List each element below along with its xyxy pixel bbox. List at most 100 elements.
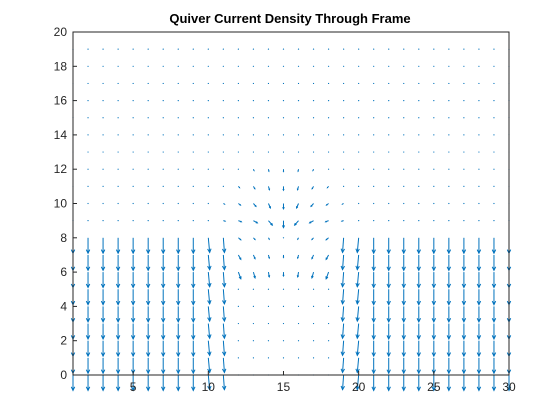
quiver-arrow [297, 100, 300, 102]
quiver-arrow-dot [192, 168, 194, 170]
quiver-arrow [237, 340, 239, 342]
quiver-arrow [177, 117, 179, 119]
quiver-arrow-dot [132, 48, 134, 50]
quiver-arrow-dot [177, 48, 179, 50]
quiver-arrow-dot [222, 185, 224, 187]
quiver-arrow-dot [147, 220, 149, 222]
quiver-arrow-shaft [356, 272, 360, 287]
quiver-arrow-dot [478, 168, 480, 170]
quiver-arrow [192, 168, 194, 170]
quiver-arrow [401, 272, 406, 289]
quiver-arrow-dot [493, 65, 495, 67]
quiver-arrow-dot [252, 357, 255, 359]
quiver-arrow-head [191, 249, 196, 255]
quiver-arrow [418, 65, 420, 67]
quiver-arrow [297, 305, 300, 307]
quiver-arrow [85, 237, 91, 255]
quiver-arrow-dot [177, 168, 179, 170]
quiver-arrow-dot [297, 82, 300, 85]
quiver-arrow-head [340, 300, 345, 306]
quiver-arrow [145, 289, 151, 306]
y-tick-label: 2 [60, 334, 67, 348]
quiver-arrow [176, 272, 181, 289]
quiver-arrow [282, 203, 285, 211]
quiver-arrow-head [416, 266, 421, 272]
quiver-arrow [162, 117, 164, 119]
quiver-arrow [297, 322, 300, 325]
quiver-arrow-shaft [222, 254, 225, 270]
quiver-arrow [433, 82, 435, 85]
quiver-arrow [461, 289, 467, 306]
quiver-arrow-dot [267, 151, 270, 153]
quiver-arrow-dot [237, 322, 239, 325]
quiver-arrow [192, 48, 194, 50]
quiver-arrow [87, 185, 89, 187]
quiver-arrow-dot [282, 134, 285, 136]
quiver-arrow [145, 272, 151, 289]
quiver-arrow [388, 185, 390, 187]
quiver-arrow-head [145, 318, 151, 323]
quiver-arrow [476, 375, 482, 392]
quiver-arrow-dot [132, 117, 134, 119]
quiver-arrow-head [115, 386, 121, 392]
quiver-arrow [192, 100, 194, 102]
quiver-arrow [282, 169, 285, 173]
quiver-arrow-head [207, 317, 212, 323]
quiver-arrow [87, 48, 89, 50]
quiver-arrow [463, 65, 465, 67]
quiver-arrow-dot [207, 202, 209, 205]
quiver-arrow-head [491, 369, 497, 375]
quiver-arrow [176, 323, 181, 341]
quiver-arrow-head [416, 300, 421, 306]
quiver-arrow-head [431, 386, 437, 392]
quiver-arrow [191, 357, 196, 375]
quiver-arrow [476, 254, 482, 272]
quiver-arrow [386, 289, 391, 306]
quiver-arrow [491, 272, 497, 289]
quiver-arrow [161, 375, 166, 392]
quiver-arrow [433, 151, 435, 153]
quiver-arrow [371, 375, 376, 392]
quiver-arrow [267, 186, 271, 191]
quiver-arrow [446, 375, 452, 392]
quiver-arrow-head [207, 265, 212, 271]
quiver-arrow-head [85, 300, 91, 306]
quiver-arrow-dot [222, 151, 224, 153]
quiver-arrow-dot [403, 168, 405, 170]
quiver-arrow-dot [282, 48, 285, 50]
quiver-arrow-dot [237, 100, 239, 102]
quiver-arrow-dot [478, 100, 480, 102]
quiver-arrow [448, 82, 450, 85]
quiver-arrow [401, 254, 406, 272]
quiver-arrow-head [221, 334, 227, 340]
quiver-arrow-shaft [356, 340, 360, 356]
quiver-arrow [373, 168, 375, 170]
quiver-arrow-head [85, 318, 91, 323]
quiver-arrow-dot [252, 288, 255, 290]
quiver-arrow-head [268, 170, 270, 173]
quiver-arrow-shaft [237, 271, 242, 280]
quiver-arrow [491, 254, 497, 272]
quiver-arrow [433, 185, 435, 187]
quiver-arrow [446, 289, 452, 306]
quiver-arrow [403, 117, 405, 119]
quiver-arrow-shaft [356, 306, 360, 322]
quiver-arrow-dot [117, 48, 119, 50]
quiver-arrow [358, 202, 360, 205]
quiver-arrow-head [446, 335, 452, 341]
quiver-arrow [386, 375, 391, 392]
quiver-arrow [252, 322, 255, 325]
quiver-arrow [312, 305, 315, 307]
quiver-arrow-dot [147, 82, 149, 85]
quiver-arrow [282, 134, 285, 136]
quiver-arrow [267, 100, 270, 102]
quiver-arrow-dot [252, 340, 255, 342]
quiver-arrow-dot [267, 357, 270, 359]
quiver-arrow [358, 220, 360, 222]
quiver-arrow [343, 168, 345, 170]
quiver-arrow [130, 237, 136, 255]
quiver-arrow-dot [433, 185, 435, 187]
quiver-arrow-head [85, 386, 91, 392]
quiver-arrow-dot [117, 220, 119, 222]
quiver-arrow-dot [192, 100, 194, 102]
